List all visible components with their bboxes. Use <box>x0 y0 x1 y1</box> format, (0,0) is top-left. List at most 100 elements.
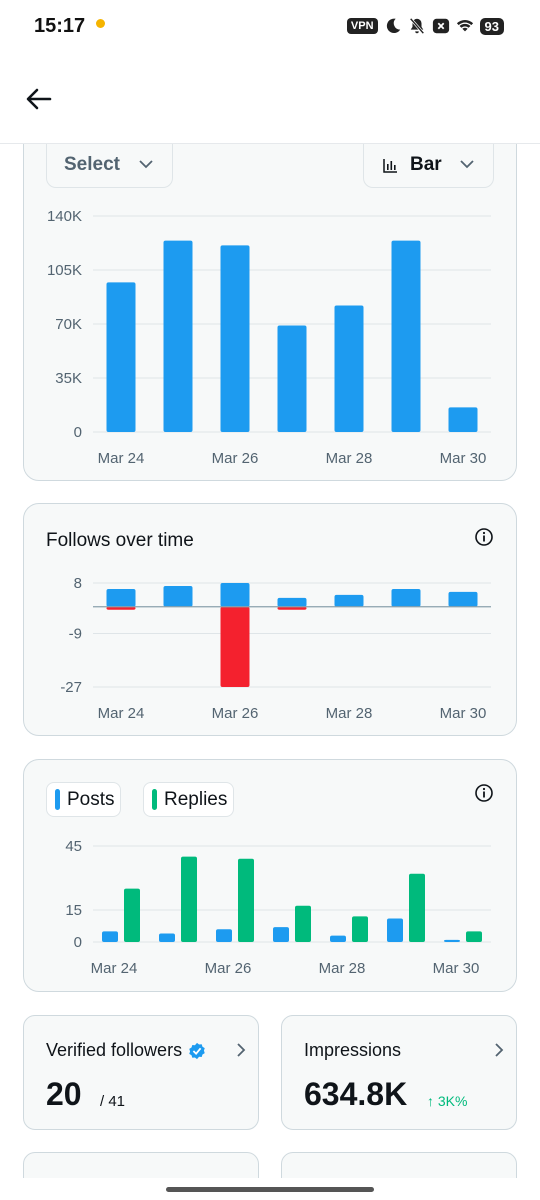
notification-dot-icon <box>96 19 105 28</box>
impressions-value: 634.8K <box>304 1076 408 1112</box>
bar <box>277 325 307 432</box>
arrow-up-icon: ↑ <box>427 1093 434 1109</box>
impressions-change: ↑ 3K% <box>427 1093 467 1109</box>
app-header <box>0 54 540 144</box>
x-tick-label: Mar 28 <box>326 705 373 722</box>
y-tick-label: -9 <box>69 626 82 643</box>
x-tick-label: Mar 30 <box>440 705 487 722</box>
home-indicator[interactable] <box>166 1187 374 1192</box>
chevron-down-icon <box>460 160 474 169</box>
bar-chart-icon <box>383 159 397 173</box>
x-tick-label: Mar 30 <box>433 960 480 977</box>
x-tick-label: Mar 24 <box>91 960 138 977</box>
bar-positive <box>220 583 250 607</box>
replies-swatch <box>152 789 157 810</box>
legend-posts-chip[interactable]: Posts <box>46 782 121 817</box>
bar <box>106 282 136 432</box>
bar-positive <box>334 594 364 607</box>
wifi-icon <box>456 20 473 32</box>
bar-posts <box>216 929 232 942</box>
x-tick-label: Mar 26 <box>212 705 259 722</box>
back-arrow-icon[interactable] <box>22 84 56 114</box>
bar-posts <box>387 918 403 942</box>
select-label: Select <box>64 154 120 175</box>
bar-replies <box>295 905 311 942</box>
status-icons: VPN 93 <box>346 17 504 35</box>
x-tick-label: Mar 30 <box>440 450 487 467</box>
bell-muted-icon <box>409 17 424 35</box>
bar-positive <box>163 585 193 607</box>
close-box-icon <box>432 18 449 34</box>
chevron-right-icon <box>237 1043 246 1057</box>
verified-followers-label: Verified followers <box>46 1040 183 1060</box>
bar-negative <box>277 606 307 610</box>
x-tick-label: Mar 24 <box>98 450 145 467</box>
verified-badge-icon <box>189 1042 205 1059</box>
bar-replies <box>352 916 368 942</box>
metric-select-dropdown[interactable]: Select <box>46 143 173 188</box>
posts-swatch <box>55 789 60 810</box>
y-tick-label: 15 <box>65 902 82 919</box>
follows-card-title: Follows over time <box>46 530 194 551</box>
status-bar: 15:17 VPN 93 <box>0 0 540 54</box>
y-tick-label: 105K <box>47 262 82 279</box>
y-tick-label: 0 <box>74 424 82 441</box>
bar-negative <box>106 606 136 610</box>
x-tick-label: Mar 28 <box>326 450 373 467</box>
moon-icon <box>386 18 400 34</box>
y-tick-label: 140K <box>47 208 82 225</box>
bar-posts <box>444 939 460 942</box>
bar <box>163 240 193 432</box>
chevron-down-icon <box>139 160 153 169</box>
bar <box>334 305 364 432</box>
info-icon[interactable] <box>474 783 494 803</box>
legend-replies-label: Replies <box>164 788 228 810</box>
y-tick-label: 8 <box>74 575 82 592</box>
x-tick-label: Mar 26 <box>212 450 259 467</box>
x-tick-label: Mar 26 <box>205 960 252 977</box>
bar-replies <box>124 888 140 942</box>
follows-card <box>23 503 517 736</box>
chart-type-label: Bar <box>410 154 442 175</box>
verified-followers-card[interactable]: Verified followers 20 / 41 <box>23 1015 259 1130</box>
bar <box>220 245 250 432</box>
verified-followers-total: / 41 <box>100 1093 126 1110</box>
bar-positive <box>391 588 421 607</box>
bar-posts <box>330 935 346 942</box>
bar <box>391 240 421 432</box>
legend-replies-chip[interactable]: Replies <box>143 782 234 817</box>
bar-posts <box>273 927 289 942</box>
x-tick-label: Mar 28 <box>319 960 366 977</box>
bar-replies <box>466 931 482 942</box>
y-tick-label: 70K <box>55 316 82 333</box>
chart-type-dropdown[interactable]: Bar <box>363 143 494 188</box>
vpn-badge: VPN <box>346 18 378 34</box>
y-tick-label: 35K <box>55 370 82 387</box>
info-icon[interactable] <box>474 527 494 547</box>
bar-positive <box>448 591 478 607</box>
battery-indicator: 93 <box>479 17 504 35</box>
status-time: 15:17 <box>34 15 86 37</box>
impressions-label: Impressions <box>304 1040 402 1060</box>
bar-negative <box>220 606 250 687</box>
bar <box>448 407 478 432</box>
chevron-right-icon <box>495 1043 504 1057</box>
bar-posts <box>159 933 175 942</box>
impressions-change-value: 3K% <box>437 1093 468 1109</box>
bar-positive <box>106 588 136 607</box>
x-tick-label: Mar 24 <box>98 705 145 722</box>
y-tick-label: 0 <box>74 934 82 951</box>
impressions-card[interactable]: Impressions 634.8K ↑ 3K% <box>281 1015 517 1130</box>
bar-positive <box>277 597 307 607</box>
bar-replies <box>409 873 425 942</box>
y-tick-label: 45 <box>65 838 82 855</box>
y-tick-label: -27 <box>60 679 82 696</box>
bar-replies <box>181 856 197 942</box>
bar-posts <box>102 931 118 942</box>
bar-replies <box>238 858 254 942</box>
verified-followers-value: 20 <box>46 1076 82 1112</box>
legend-posts-label: Posts <box>67 788 115 810</box>
